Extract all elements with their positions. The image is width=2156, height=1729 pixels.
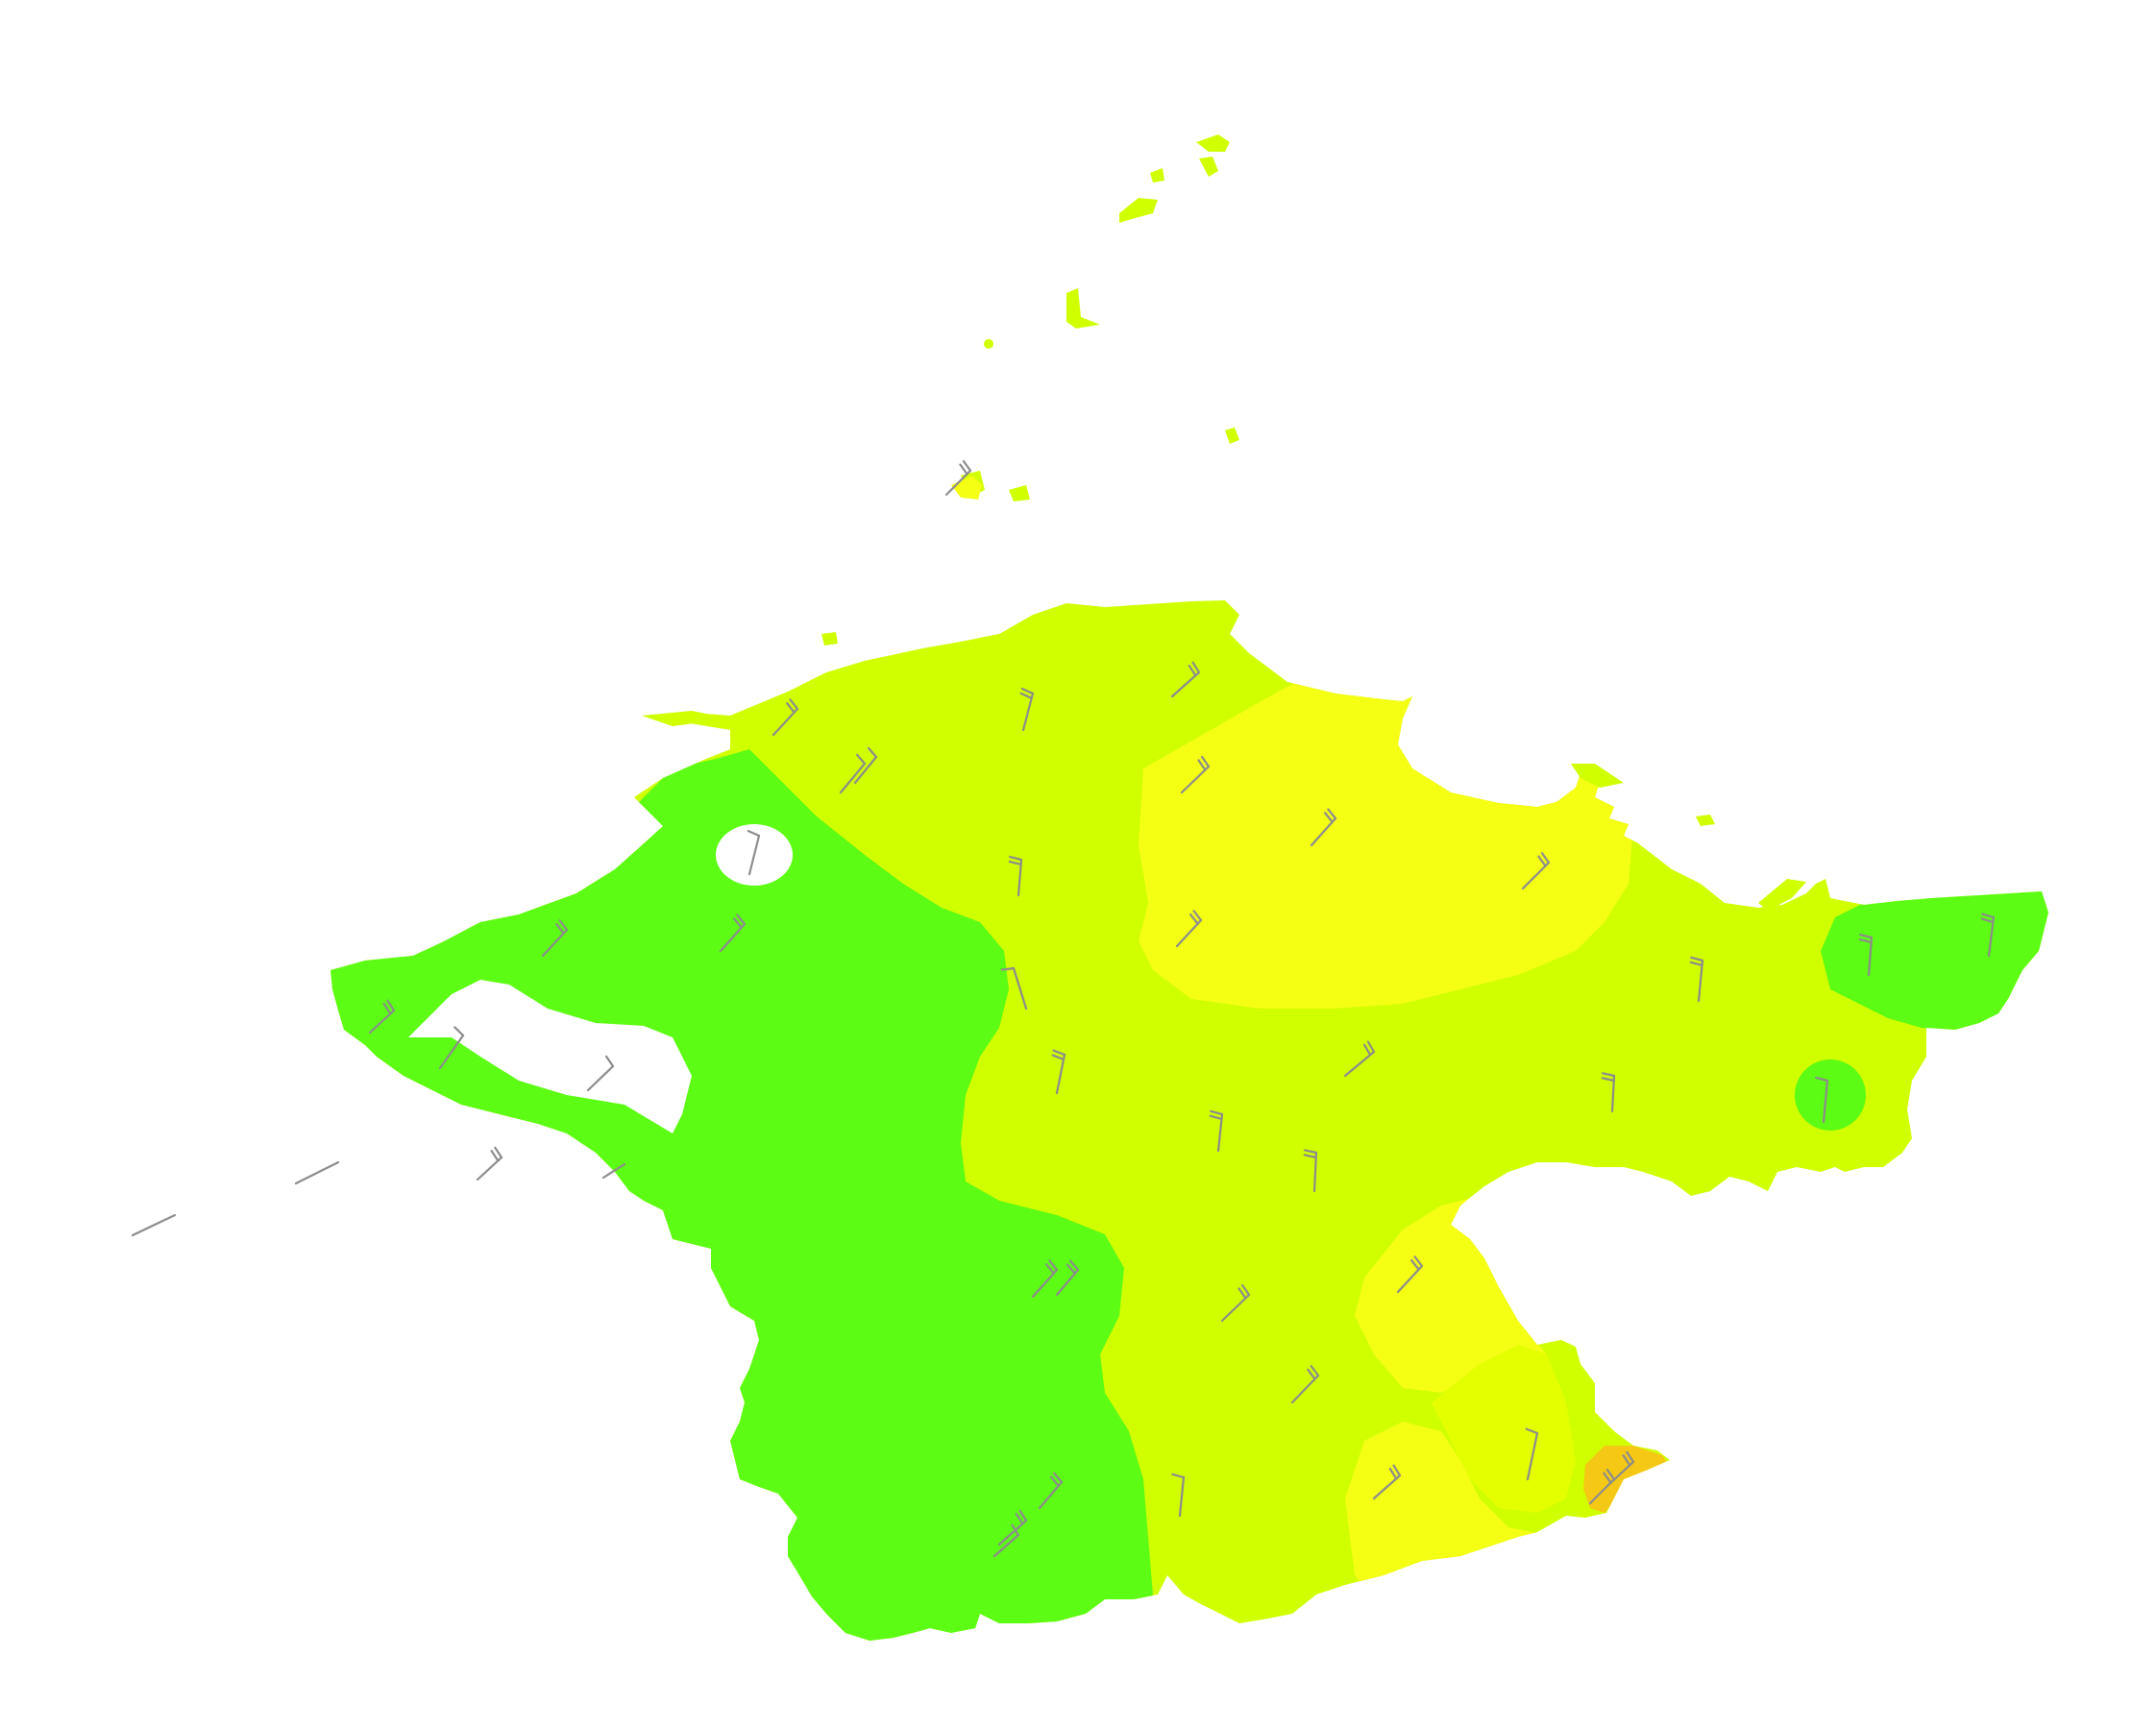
island — [642, 711, 730, 726]
wind-barb — [1180, 755, 1211, 794]
yellow-zone-north — [1139, 672, 1633, 1009]
wind-barb — [1980, 913, 1996, 958]
wind-barb — [1689, 956, 1704, 1003]
wind-barb — [719, 913, 747, 953]
orange-zone — [1583, 1446, 1672, 1513]
wind-barb — [1396, 1255, 1424, 1294]
wind-barb — [839, 753, 867, 794]
wind-barb — [772, 698, 799, 737]
island — [1571, 764, 1624, 788]
wind-barb — [1051, 1049, 1066, 1095]
wind-barb — [992, 1523, 1020, 1558]
island — [1758, 879, 1806, 911]
wind-barb — [1343, 1040, 1376, 1078]
wind-barb — [294, 1160, 340, 1185]
wind-barb — [853, 746, 878, 785]
coastal-inlet — [408, 980, 692, 1133]
wind-barb — [997, 1509, 1028, 1546]
wind-barb — [586, 1055, 615, 1092]
wind-barb — [1008, 855, 1023, 897]
wind-barb — [368, 999, 396, 1035]
wind-barb — [747, 830, 761, 876]
wind-barb — [1372, 1464, 1402, 1500]
island — [1119, 198, 1158, 223]
green-zone-east — [1821, 884, 2048, 1033]
wind-barb — [1290, 1365, 1320, 1404]
wind-barb — [1019, 687, 1035, 732]
island — [1150, 168, 1164, 183]
wind-barb — [1000, 966, 1028, 1011]
wind-barb — [1055, 1259, 1080, 1297]
wind-barb — [1858, 933, 1874, 977]
wind-barb — [1209, 1109, 1224, 1153]
island — [1199, 157, 1218, 177]
wind-barb — [131, 1213, 177, 1237]
wind-barb — [1175, 910, 1203, 948]
wind-barb — [438, 1026, 465, 1070]
wind-barb — [1038, 1472, 1064, 1510]
wind-barb — [476, 1146, 503, 1181]
wind-barb — [1815, 1076, 1829, 1124]
wind-barb — [944, 460, 972, 497]
island — [821, 632, 838, 645]
wind-barb — [1220, 1283, 1251, 1323]
wind-barb — [1601, 1072, 1616, 1113]
island — [1696, 815, 1715, 826]
green-zone-west — [331, 749, 1153, 1641]
lime-band-southeast — [1432, 1345, 1576, 1513]
wind-barb — [1171, 1473, 1186, 1518]
island — [984, 339, 993, 349]
wind-barb — [1521, 852, 1551, 890]
island — [951, 475, 982, 499]
island — [1009, 485, 1030, 501]
green-zone-spot — [1795, 1059, 1866, 1131]
island — [1225, 427, 1239, 444]
wind-barb — [601, 1162, 626, 1180]
wind-barb — [1303, 1149, 1318, 1193]
wind-barb — [1525, 1427, 1539, 1481]
wind-barb — [1607, 1450, 1635, 1486]
island — [1196, 134, 1230, 152]
wind-barb — [1031, 1259, 1059, 1299]
yellow-zone-south — [1355, 1196, 1547, 1393]
wind-barbs — [131, 460, 1996, 1558]
wind-barb — [1170, 661, 1201, 698]
wind-barb — [1310, 808, 1337, 847]
northern-islands — [642, 134, 1806, 911]
island — [1066, 288, 1100, 329]
wind-barb — [541, 919, 569, 958]
